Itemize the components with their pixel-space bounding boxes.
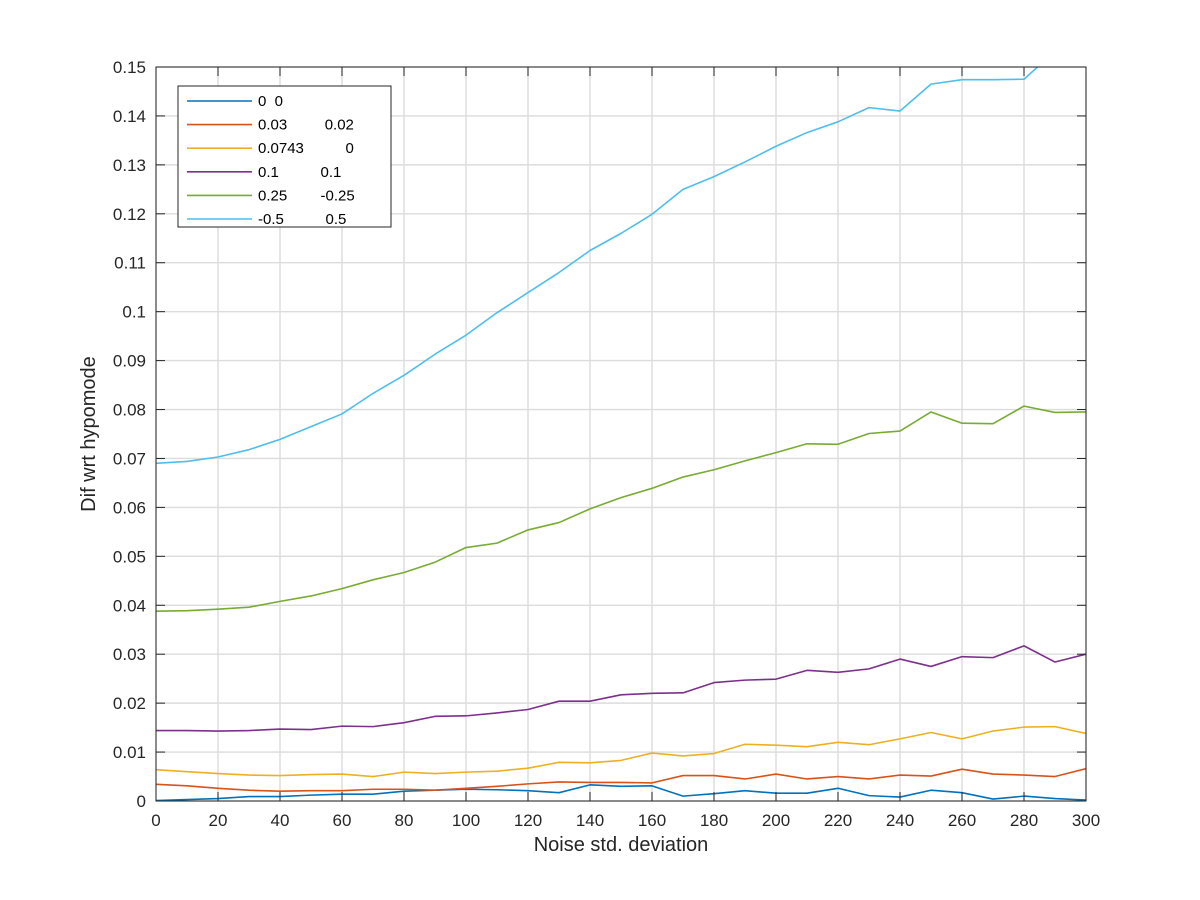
x-tick-label: 60	[333, 811, 352, 830]
x-tick-label: 40	[271, 811, 290, 830]
y-tick-label: 0.08	[113, 401, 146, 420]
x-tick-label: 280	[1010, 811, 1038, 830]
x-tick-label: 140	[576, 811, 604, 830]
x-tick-labels: 0 20 40 60 80 100 120 140 160 180 200 220 240 260 280 3…	[151, 811, 1100, 830]
series-lines	[156, 67, 1086, 801]
y-tick-label: 0.1	[122, 303, 146, 322]
legend-label: 0.0743 0	[258, 140, 354, 157]
x-tick-label: 80	[395, 811, 414, 830]
y-tick-label: 0.14	[113, 107, 146, 126]
x-tick-label: 260	[948, 811, 976, 830]
y-tick-label: 0.12	[113, 205, 146, 224]
y-tick-label: 0.03	[113, 645, 146, 664]
x-tick-label: 180	[700, 811, 728, 830]
series-line	[156, 725, 1086, 778]
series-line	[156, 67, 1039, 465]
legend-label: -0.5 0.5	[258, 211, 346, 228]
legend-box	[177, 85, 392, 228]
y-tick-labels: 0 0.01 0.02 0.03 0.04 0.05 0.06 0.07 0.08 0.09 0.1…	[113, 58, 146, 811]
x-tick-label: 220	[824, 811, 852, 830]
legend: 0 0 0.03 0.02 0.0743 0 0.1 0.1 0.25 -0.25 -0.…	[177, 85, 392, 228]
plot-frame	[155, 66, 1087, 802]
y-tick-label: 0.07	[113, 449, 146, 468]
y-tick-label: 0.13	[113, 156, 146, 175]
axis-ticks	[155, 66, 1087, 802]
y-tick-label: 0.04	[113, 596, 146, 615]
series-line	[156, 767, 1086, 793]
x-tick-label: 160	[638, 811, 666, 830]
x-tick-label: 0	[151, 811, 160, 830]
x-tick-label: 300	[1072, 811, 1100, 830]
y-tick-label: 0.01	[113, 743, 146, 762]
x-tick-label: 200	[762, 811, 790, 830]
y-axis-title: Dif wrt hypomode	[78, 356, 100, 512]
series-line	[156, 405, 1086, 612]
legend-label: 0.25 -0.25	[258, 187, 355, 204]
y-tick-label: 0.05	[113, 547, 146, 566]
legend-label: 0 0	[258, 93, 283, 110]
y-tick-label: 0.09	[113, 352, 146, 371]
y-tick-label: 0.06	[113, 498, 146, 517]
x-tick-label: 120	[514, 811, 542, 830]
y-tick-label: 0	[137, 792, 146, 811]
legend-label: 0.1 0.1	[258, 164, 341, 181]
x-axis-title: Noise std. deviation	[534, 834, 709, 856]
x-tick-label: 100	[452, 811, 480, 830]
x-tick-label: 240	[886, 811, 914, 830]
series-line	[156, 645, 1086, 732]
y-tick-label: 0.02	[113, 694, 146, 713]
legend-label: 0.03 0.02	[258, 117, 354, 134]
y-tick-label: 0.15	[113, 58, 146, 77]
y-tick-label: 0.11	[114, 254, 146, 273]
x-tick-label: 20	[209, 811, 228, 830]
series-line	[156, 784, 1086, 801]
